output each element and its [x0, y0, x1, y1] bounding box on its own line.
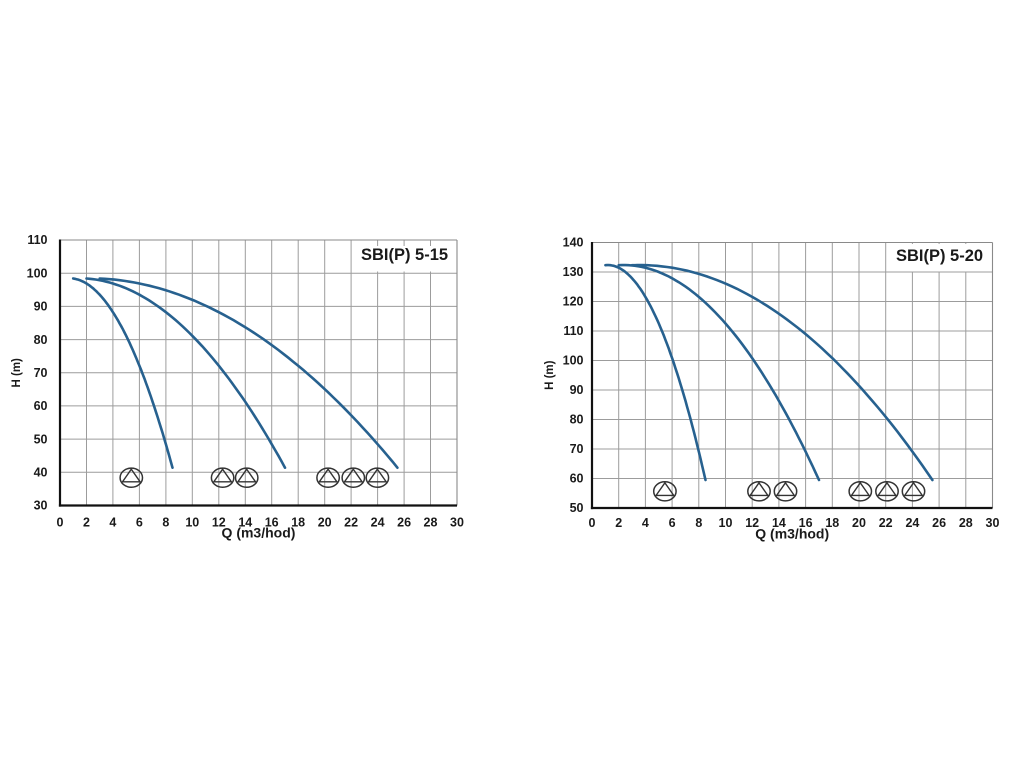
- svg-text:8: 8: [695, 516, 702, 530]
- svg-text:12: 12: [212, 516, 226, 530]
- svg-text:60: 60: [570, 472, 584, 486]
- svg-text:70: 70: [570, 442, 584, 456]
- svg-text:2: 2: [615, 516, 622, 530]
- svg-text:18: 18: [825, 516, 839, 530]
- svg-text:28: 28: [959, 516, 973, 530]
- svg-text:6: 6: [136, 516, 143, 530]
- svg-text:SBI(P) 5-20: SBI(P) 5-20: [896, 247, 983, 265]
- svg-text:0: 0: [589, 516, 596, 530]
- svg-text:H (m): H (m): [11, 358, 23, 388]
- svg-text:6: 6: [669, 516, 676, 530]
- svg-text:30: 30: [34, 499, 48, 513]
- svg-text:20: 20: [852, 516, 866, 530]
- svg-text:140: 140: [563, 236, 584, 250]
- svg-text:14: 14: [772, 516, 786, 530]
- svg-text:90: 90: [570, 383, 584, 397]
- svg-text:50: 50: [34, 432, 48, 446]
- svg-text:40: 40: [34, 466, 48, 480]
- svg-text:10: 10: [185, 516, 199, 530]
- svg-text:30: 30: [986, 516, 1000, 530]
- svg-text:SBI(P) 5-15: SBI(P) 5-15: [361, 246, 448, 264]
- svg-text:60: 60: [34, 399, 48, 413]
- svg-text:100: 100: [563, 354, 584, 368]
- svg-text:18: 18: [291, 516, 305, 530]
- svg-text:10: 10: [719, 516, 733, 530]
- svg-text:110: 110: [27, 233, 47, 247]
- svg-text:120: 120: [563, 295, 584, 309]
- svg-text:130: 130: [563, 265, 584, 279]
- svg-text:4: 4: [109, 516, 116, 530]
- svg-text:26: 26: [932, 516, 946, 530]
- svg-text:70: 70: [34, 366, 48, 380]
- svg-text:90: 90: [34, 300, 48, 314]
- svg-text:24: 24: [905, 516, 919, 530]
- svg-text:110: 110: [563, 324, 583, 338]
- svg-text:12: 12: [745, 516, 759, 530]
- svg-text:14: 14: [238, 516, 252, 530]
- svg-text:80: 80: [570, 413, 584, 427]
- svg-text:Q (m3/hod): Q (m3/hod): [755, 526, 829, 542]
- svg-text:100: 100: [27, 266, 48, 280]
- svg-text:Q (m3/hod): Q (m3/hod): [222, 525, 296, 541]
- svg-text:24: 24: [371, 516, 385, 530]
- svg-text:80: 80: [34, 333, 48, 347]
- svg-text:H (m): H (m): [544, 360, 556, 390]
- svg-text:2: 2: [83, 516, 90, 530]
- svg-text:22: 22: [344, 516, 358, 530]
- svg-text:4: 4: [642, 516, 649, 530]
- svg-text:26: 26: [397, 516, 411, 530]
- svg-text:50: 50: [570, 501, 584, 515]
- svg-text:20: 20: [318, 516, 332, 530]
- svg-text:30: 30: [450, 516, 464, 530]
- svg-text:16: 16: [799, 516, 813, 530]
- svg-text:8: 8: [162, 516, 169, 530]
- svg-text:0: 0: [57, 516, 64, 530]
- svg-text:28: 28: [424, 516, 438, 530]
- svg-text:22: 22: [879, 516, 893, 530]
- svg-text:16: 16: [265, 516, 279, 530]
